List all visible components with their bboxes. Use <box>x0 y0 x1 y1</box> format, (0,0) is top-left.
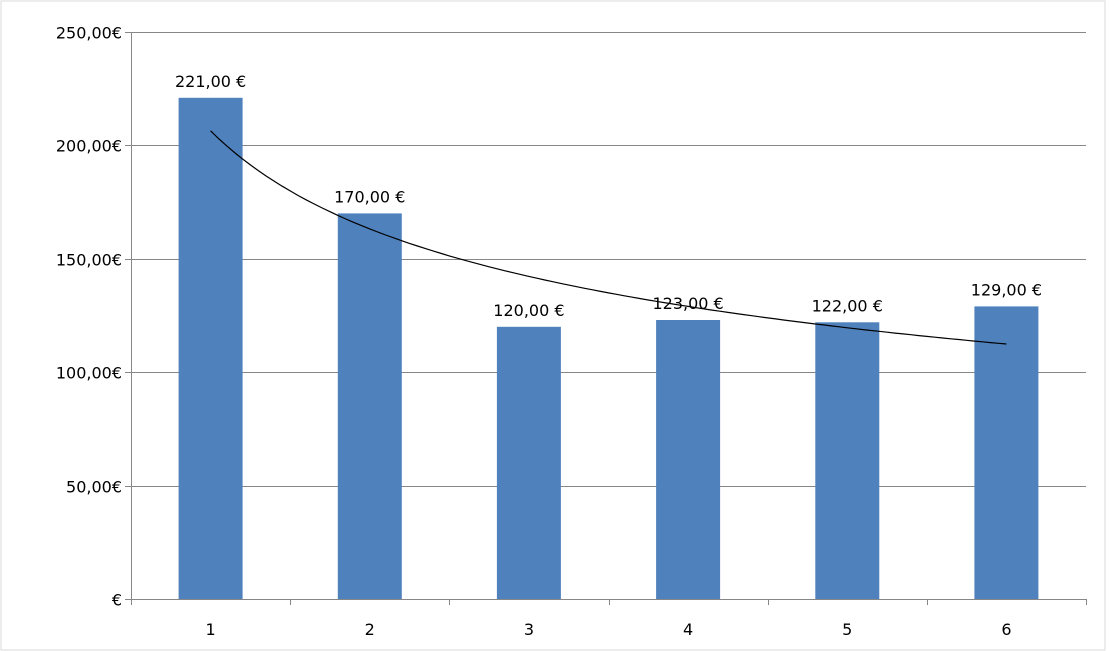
y-tick-label: € <box>112 591 122 610</box>
data-label: 170,00 € <box>334 187 405 206</box>
y-tick-label: 200,00€ <box>56 137 122 156</box>
bar <box>974 306 1039 599</box>
x-tick-label: 2 <box>365 620 375 639</box>
data-label: 123,00 € <box>652 294 723 313</box>
x-tick-label: 4 <box>683 620 693 639</box>
bar <box>656 320 721 599</box>
gridlines <box>131 32 1086 487</box>
data-label: 120,00 € <box>493 301 564 320</box>
data-label: 122,00 € <box>812 296 883 315</box>
x-tick-label: 1 <box>205 620 215 639</box>
x-tick-label: 5 <box>842 620 852 639</box>
y-tick-label: 50,00€ <box>66 478 122 497</box>
bar <box>337 213 402 599</box>
y-tick-label: 250,00€ <box>56 24 122 43</box>
axes <box>125 32 1087 605</box>
trendline-layer <box>210 130 1007 345</box>
x-tick-label: 3 <box>524 620 534 639</box>
x-tick-label: 6 <box>1001 620 1011 639</box>
bar <box>815 322 880 599</box>
y-tick-label: 100,00€ <box>56 364 122 383</box>
data-label: 129,00 € <box>971 280 1042 299</box>
labels: €50,00€ 100,00€ 150,00€ 200,00€ 250,00€ 1 2 3 4 5… <box>56 24 1042 640</box>
y-tick-label: 150,00€ <box>56 251 122 270</box>
bars <box>178 97 1039 600</box>
bar <box>496 326 561 599</box>
trendline <box>210 130 1007 345</box>
bar <box>178 97 243 600</box>
data-label: 221,00 € <box>175 72 246 91</box>
